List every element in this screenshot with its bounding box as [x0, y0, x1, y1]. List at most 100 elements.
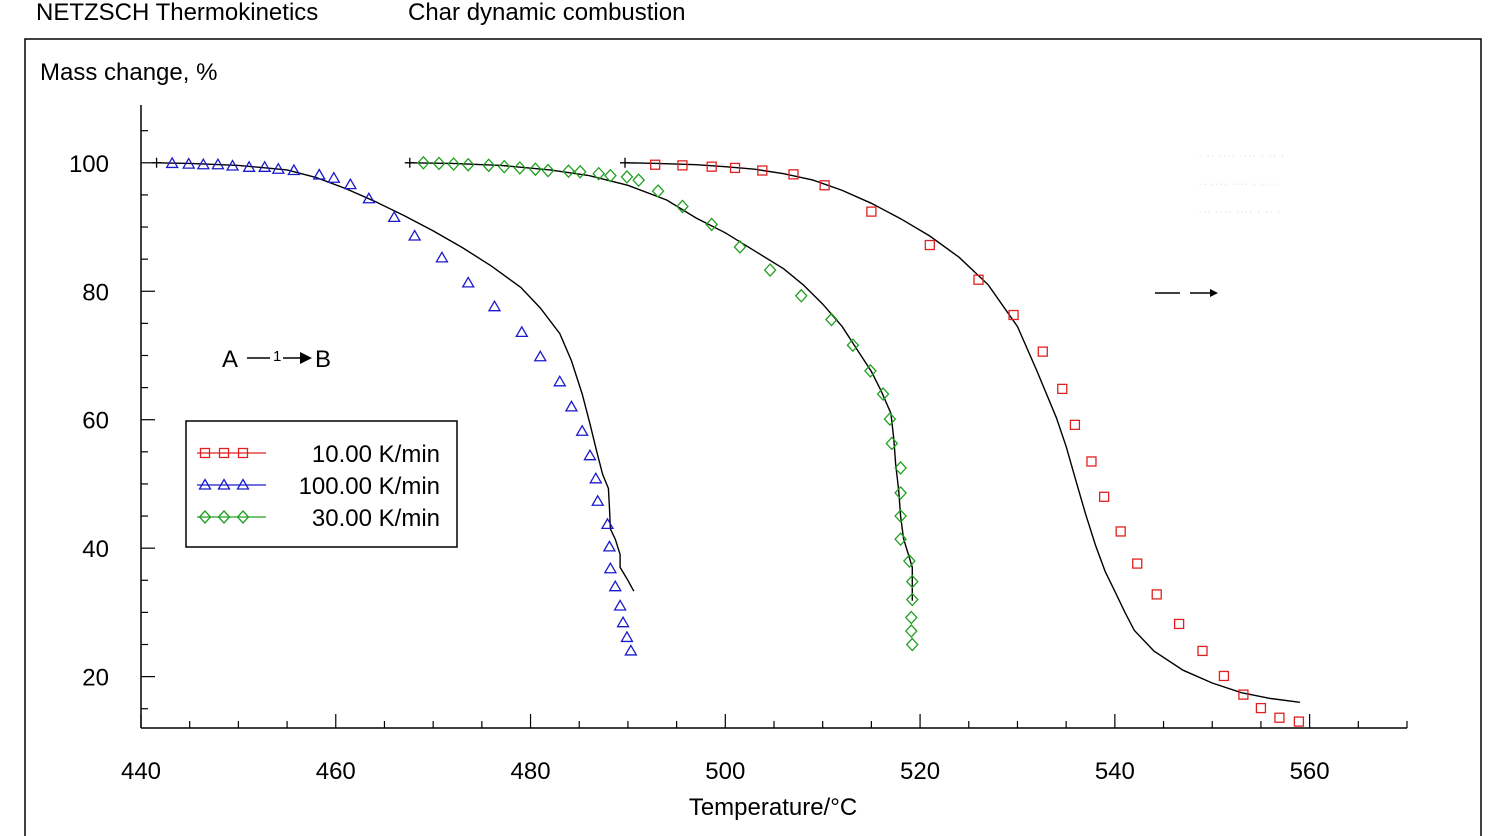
- data-point-series-1: [602, 540, 617, 552]
- legend-marker: [199, 447, 211, 459]
- reaction-step: 1: [273, 348, 281, 365]
- data-point-series-1: [196, 157, 210, 170]
- data-point-series-2: [447, 157, 460, 172]
- data-point-series-1: [613, 599, 627, 611]
- data-point-series-1: [608, 579, 622, 592]
- data-point-series-2: [417, 155, 430, 170]
- data-point-series-0: [1173, 618, 1185, 630]
- data-point-series-2: [592, 166, 606, 181]
- data-point-series-0: [973, 274, 984, 285]
- data-point-series-0: [788, 169, 799, 180]
- y-tick-label: 100: [69, 151, 109, 178]
- y-axis-label: Mass change, %: [40, 59, 217, 86]
- data-point-series-2: [794, 288, 808, 303]
- data-point-series-2: [894, 460, 907, 475]
- data-point-series-1: [362, 191, 376, 204]
- arrow-mark: [1155, 289, 1218, 297]
- header-bar: NETZSCH Thermokinetics Char dynamic comb…: [0, 0, 1493, 34]
- data-point-series-2: [894, 532, 907, 547]
- data-point-series-0: [677, 160, 688, 171]
- data-point-series-2: [705, 217, 719, 232]
- data-point-series-1: [242, 160, 256, 172]
- data-point-series-1: [603, 561, 618, 574]
- x-tick-label: 540: [1095, 758, 1135, 785]
- legend: 10.00 K/min 100.00 K/min 30.00 K/min: [185, 420, 458, 548]
- data-point-series-0: [1274, 712, 1285, 723]
- legend-marker: [198, 478, 212, 490]
- data-point-series-0: [729, 162, 741, 174]
- x-tick-label: 460: [316, 758, 356, 785]
- data-point-series-2: [632, 173, 646, 188]
- y-tick-label: 60: [82, 408, 109, 435]
- data-point-series-2: [825, 312, 838, 327]
- data-point-series-1: [387, 210, 401, 223]
- data-point-series-2: [905, 592, 919, 607]
- y-tick-label: 20: [82, 665, 109, 692]
- data-point-series-1: [343, 177, 358, 190]
- data-point-series-0: [757, 165, 768, 176]
- data-point-series-2: [604, 168, 617, 183]
- data-point-series-2: [894, 485, 907, 500]
- data-point-series-1: [620, 630, 634, 643]
- data-point-series-2: [846, 338, 860, 353]
- data-point-series-2: [894, 509, 907, 524]
- x-tick-label: 500: [705, 758, 745, 785]
- legend-marker: [217, 510, 231, 524]
- data-point-series-1: [564, 400, 579, 412]
- data-point-series-1: [624, 644, 638, 656]
- data-point-series-1: [327, 171, 341, 183]
- data-point-series-0: [866, 206, 877, 217]
- data-point-series-2: [620, 169, 634, 184]
- data-point-series-2: [864, 363, 877, 378]
- data-point-series-2: [876, 387, 890, 401]
- data-point-series-0: [706, 161, 717, 172]
- data-point-series-1: [435, 251, 449, 263]
- data-point-series-1: [591, 494, 605, 506]
- data-points: [165, 155, 1305, 727]
- data-point-series-0: [1293, 716, 1305, 727]
- data-point-series-1: [271, 162, 285, 174]
- data-point-series-0: [1098, 491, 1110, 502]
- data-point-series-2: [905, 637, 919, 652]
- data-point-series-2: [676, 199, 689, 214]
- x-axis-label: Temperature/°C: [689, 794, 857, 821]
- data-point-series-1: [553, 375, 567, 387]
- data-point-series-1: [515, 325, 529, 338]
- legend-label: 100.00 K/min: [299, 473, 440, 500]
- data-point-series-2: [482, 158, 496, 173]
- data-point-series-2: [461, 157, 475, 172]
- fit-line-series-0: [624, 162, 1300, 703]
- reaction-annotation: A 1 B: [222, 346, 331, 373]
- data-point-series-0: [1057, 383, 1068, 395]
- chart-title: Char dynamic combustion: [408, 0, 686, 26]
- svg-text:··· ···· ···· · ·· ·: ··· ···· ···· · ·· ·: [1198, 204, 1281, 219]
- data-point-series-0: [1115, 526, 1126, 537]
- legend-marker: [218, 447, 230, 459]
- reaction-from: A: [222, 346, 238, 373]
- legend-label: 30.00 K/min: [312, 505, 440, 532]
- data-point-series-1: [583, 448, 597, 461]
- data-point-series-1: [225, 159, 240, 171]
- data-point-series-2: [902, 554, 916, 568]
- svg-text:· ·· ···· ···· · ·· ·: · ·· ···· ···· · ·· ·: [1198, 148, 1285, 163]
- data-point-series-0: [650, 159, 661, 170]
- data-point-series-1: [258, 160, 272, 172]
- fit-line-series-2: [409, 162, 913, 601]
- data-point-series-1: [182, 157, 196, 169]
- svg-text:·· ···· ···· · ·· ·: ·· ···· ···· · ·· ·: [1198, 176, 1277, 191]
- fit-start-marker: [620, 157, 631, 168]
- data-point-series-1: [600, 517, 615, 530]
- reaction-to: B: [315, 346, 331, 373]
- data-point-series-2: [763, 263, 777, 278]
- fit-start-marker: [404, 157, 415, 168]
- data-point-series-1: [165, 156, 179, 169]
- data-point-series-2: [497, 159, 511, 174]
- data-point-series-0: [1132, 558, 1143, 569]
- x-tick-label: 560: [1290, 758, 1330, 785]
- data-point-series-0: [1238, 689, 1249, 700]
- data-point-series-2: [904, 610, 918, 625]
- data-point-series-2: [904, 624, 918, 638]
- data-point-series-1: [487, 299, 502, 312]
- data-point-series-2: [562, 164, 575, 179]
